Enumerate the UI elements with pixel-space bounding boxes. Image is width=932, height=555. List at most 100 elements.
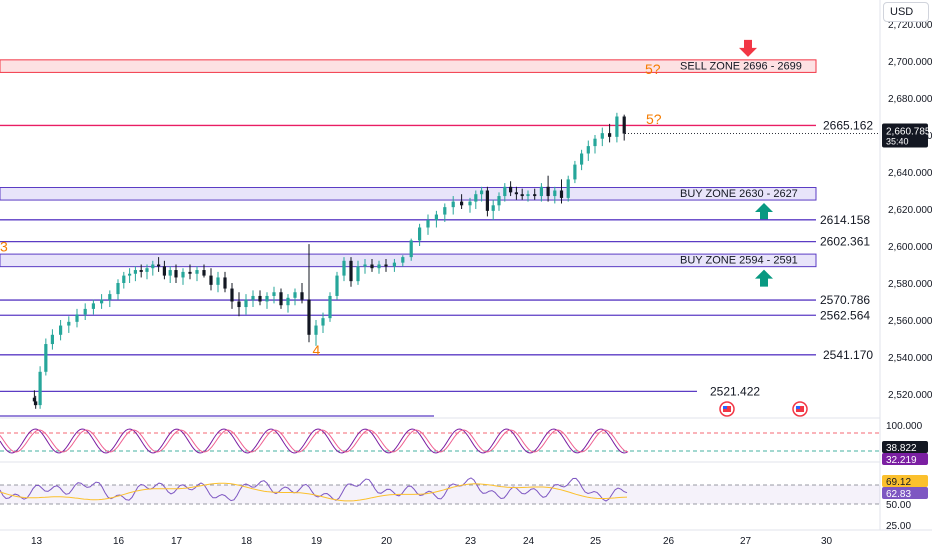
- candle-17: [145, 264, 149, 280]
- flag-canton: [723, 406, 727, 409]
- candle-body: [443, 207, 447, 215]
- candle-24: [188, 264, 192, 280]
- candle-9: [91, 299, 95, 315]
- current-price-value: 2,660.785: [886, 127, 931, 138]
- wave-label-3: 5?: [645, 61, 661, 77]
- candle-body: [75, 314, 79, 322]
- candle-body: [244, 299, 248, 308]
- candle-body: [418, 227, 422, 241]
- candle-80: [580, 149, 584, 171]
- candle-body: [426, 220, 430, 228]
- osc2-tick-1: 25.00: [886, 521, 911, 532]
- x-tick-9: 26: [663, 536, 675, 547]
- candle-12: [116, 279, 120, 300]
- candle-29: [223, 271, 227, 293]
- candle-58: [434, 210, 438, 228]
- candle-body: [377, 264, 381, 269]
- candle-32: [244, 294, 248, 315]
- candle-body: [230, 288, 234, 302]
- flag-canton: [796, 406, 800, 409]
- candle-44: [328, 292, 332, 322]
- candle-64: [480, 186, 484, 202]
- candle-body: [539, 186, 543, 197]
- candle-31: [237, 292, 241, 317]
- candle-56: [418, 223, 422, 246]
- candle-body: [67, 321, 71, 326]
- osc1-value-d: 32.219: [886, 455, 917, 466]
- candle-body: [384, 264, 388, 267]
- candle-79: [573, 160, 577, 184]
- osc1-badge-d: 32.219: [882, 453, 928, 466]
- level-label-6: 2521.422: [710, 384, 760, 398]
- candle-body: [133, 270, 137, 274]
- candle-body: [546, 186, 550, 197]
- candle-body: [157, 264, 161, 267]
- candle-69: [509, 181, 513, 197]
- candle-47: [349, 257, 353, 287]
- candle-body: [451, 201, 455, 208]
- osc2-value-ma: 69.12: [886, 477, 911, 488]
- candle-48: [356, 260, 360, 285]
- us-flag-icon-0: [719, 401, 735, 417]
- candle-6: [67, 316, 71, 333]
- candle-71: [520, 188, 524, 200]
- candle-59: [443, 203, 447, 222]
- candle-53: [392, 258, 396, 272]
- level-label-1: 2614.158: [820, 213, 870, 227]
- level-label-0: 2665.162: [823, 118, 873, 132]
- candle-86: [622, 114, 626, 141]
- wave-label-1: 4: [313, 342, 321, 358]
- candle-body: [370, 264, 374, 269]
- candle-body: [533, 194, 537, 197]
- candle-50: [370, 258, 374, 272]
- candle-body: [122, 275, 126, 283]
- candle-body: [34, 401, 38, 406]
- candle-57: [426, 214, 430, 235]
- y-tick-0: 2,720.000: [888, 20, 932, 31]
- candle-4: [50, 329, 54, 350]
- currency-selector[interactable]: USD: [883, 2, 929, 22]
- candle-66: [491, 199, 495, 221]
- candle-body: [573, 164, 577, 180]
- candle-1: [34, 395, 38, 409]
- candle-49: [363, 258, 367, 274]
- candle-body: [237, 301, 241, 308]
- level-label-5: 2541.170: [823, 348, 873, 362]
- candle-3: [44, 338, 48, 376]
- candle-body: [480, 190, 484, 195]
- candle-26: [202, 264, 206, 278]
- candle-7: [75, 308, 79, 328]
- candle-76: [553, 186, 557, 204]
- candle-body: [593, 138, 597, 147]
- candle-body: [181, 271, 185, 278]
- osc2-rsi-line: [0, 477, 628, 502]
- candle-body: [503, 186, 507, 197]
- candle-body: [342, 260, 346, 276]
- candle-54: [401, 255, 405, 267]
- x-tick-6: 23: [465, 536, 477, 547]
- candle-body: [258, 295, 262, 302]
- candle-body: [600, 133, 604, 139]
- candle-61: [460, 194, 464, 209]
- y-tick-10: 2,520.000: [888, 390, 932, 401]
- candle-body: [251, 295, 255, 300]
- candle-body: [168, 270, 172, 276]
- y-tick-8: 2,560.000: [888, 316, 932, 327]
- candle-33: [251, 290, 255, 308]
- y-tick-6: 2,600.000: [888, 242, 932, 253]
- candle-body: [580, 153, 584, 165]
- candle-68: [503, 183, 507, 202]
- candle-22: [174, 264, 178, 283]
- osc1-tick-0: 100.000: [886, 421, 923, 432]
- candle-body: [265, 295, 269, 302]
- zone-band-0: [0, 59, 817, 73]
- candle-body: [622, 116, 626, 134]
- wave-label-0: 3: [0, 239, 8, 255]
- osc2-badge-rsi: 62.83: [882, 487, 928, 500]
- osc1-k-line: [0, 428, 629, 454]
- candle-body: [216, 277, 220, 285]
- current-price-bg: [882, 123, 928, 148]
- buy-arrow-icon-1: [755, 203, 773, 221]
